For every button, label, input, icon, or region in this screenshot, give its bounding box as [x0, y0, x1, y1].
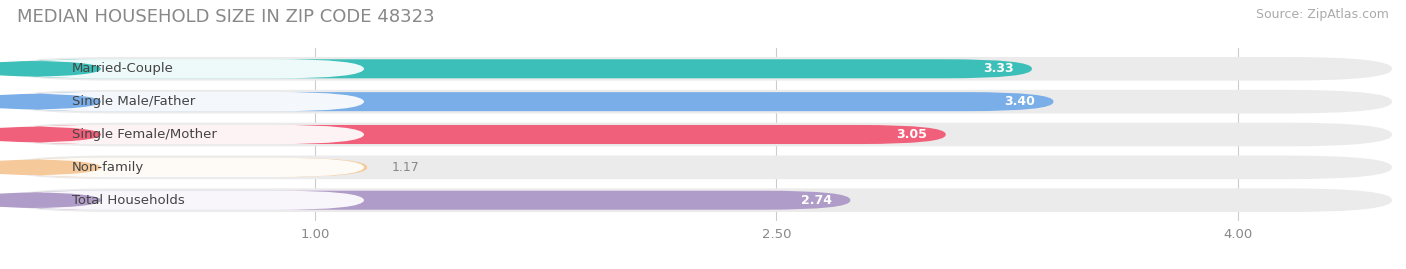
Text: Total Households: Total Households [72, 194, 184, 207]
FancyBboxPatch shape [7, 158, 367, 177]
FancyBboxPatch shape [7, 155, 1392, 179]
Text: Single Female/Mother: Single Female/Mother [72, 128, 217, 141]
Circle shape [0, 193, 100, 207]
Text: 3.05: 3.05 [897, 128, 927, 141]
FancyBboxPatch shape [7, 188, 1392, 212]
FancyBboxPatch shape [10, 158, 364, 177]
FancyBboxPatch shape [10, 125, 364, 144]
Text: 1.17: 1.17 [392, 161, 419, 174]
FancyBboxPatch shape [10, 59, 364, 79]
Text: Single Male/Father: Single Male/Father [72, 95, 195, 108]
Text: Non-family: Non-family [72, 161, 143, 174]
FancyBboxPatch shape [7, 59, 1032, 78]
Text: Married-Couple: Married-Couple [72, 62, 173, 75]
Text: 3.33: 3.33 [983, 62, 1014, 75]
FancyBboxPatch shape [7, 125, 946, 144]
Text: 2.74: 2.74 [801, 194, 832, 207]
Text: 3.40: 3.40 [1004, 95, 1035, 108]
Text: MEDIAN HOUSEHOLD SIZE IN ZIP CODE 48323: MEDIAN HOUSEHOLD SIZE IN ZIP CODE 48323 [17, 8, 434, 26]
Circle shape [0, 128, 100, 141]
Circle shape [0, 160, 100, 174]
FancyBboxPatch shape [7, 123, 1392, 146]
FancyBboxPatch shape [7, 191, 851, 210]
Text: Source: ZipAtlas.com: Source: ZipAtlas.com [1256, 8, 1389, 21]
FancyBboxPatch shape [7, 92, 1053, 111]
FancyBboxPatch shape [10, 92, 364, 111]
FancyBboxPatch shape [7, 90, 1392, 114]
FancyBboxPatch shape [7, 57, 1392, 81]
FancyBboxPatch shape [10, 190, 364, 210]
Circle shape [0, 95, 100, 109]
Circle shape [0, 62, 100, 76]
